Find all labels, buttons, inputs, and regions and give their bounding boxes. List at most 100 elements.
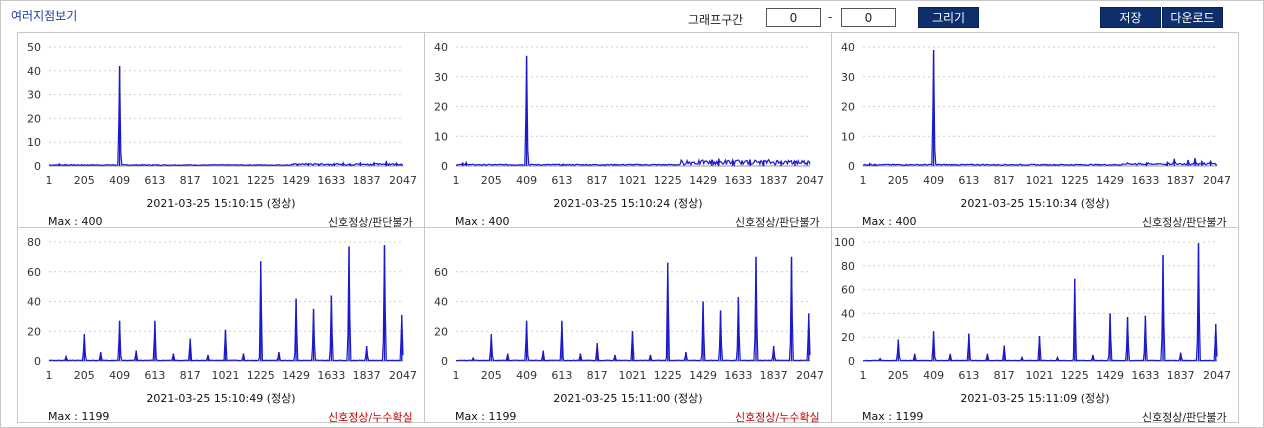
x-tick-label: 1429 [1096, 174, 1124, 187]
y-tick-label: 0 [848, 160, 855, 173]
x-tick-label: 1225 [654, 369, 682, 382]
x-tick-label: 817 [180, 369, 201, 382]
y-tick-label: 20 [434, 325, 448, 338]
spectrum-panel-2: 0 10 20 30 40 1 205 409 613 817 1021 1225 1429 1633 18… [424, 32, 832, 229]
y-tick-label: 0 [441, 160, 448, 173]
y-tick-label: 0 [848, 355, 855, 368]
spectrum-chart: 0 20 40 60 1 205 409 613 817 1021 1225 1429 1633 1837… [434, 256, 824, 382]
y-tick-label: 40 [434, 41, 448, 54]
max-label: Max : 400 [862, 215, 917, 228]
y-tick-label: 20 [434, 101, 448, 114]
x-tick-label: 1429 [689, 369, 717, 382]
x-tick-label: 2047 [1203, 174, 1231, 187]
x-tick-label: 613 [144, 369, 165, 382]
x-tick-label: 2047 [796, 369, 824, 382]
x-tick-label: 409 [109, 369, 130, 382]
x-tick-label: 1021 [1025, 174, 1053, 187]
spectrum-chart: 0 10 20 30 40 50 1 205 409 613 817 1021 1225 1429 1633… [27, 41, 417, 187]
x-tick-label: 2047 [389, 369, 417, 382]
max-label: Max : 1199 [862, 410, 924, 423]
y-tick-label: 10 [27, 136, 41, 149]
x-tick-label: 1837 [353, 369, 381, 382]
range-separator: - [828, 10, 833, 24]
y-tick-label: 0 [34, 355, 41, 368]
x-tick-label: 1837 [353, 174, 381, 187]
y-tick-label: 10 [434, 130, 448, 143]
x-tick-label: 2047 [796, 174, 824, 187]
spectrum-chart: 0 20 40 60 80 100 1 205 409 613 817 1021 1225 1429 163… [834, 236, 1231, 382]
x-tick-label: 613 [144, 174, 165, 187]
save-button[interactable]: 저장 [1100, 7, 1161, 28]
x-tick-label: 817 [587, 174, 608, 187]
spectrum-panel-1: 0 10 20 30 40 50 1 205 409 613 817 1021 1225 1429 1633… [17, 32, 425, 229]
x-tick-label: 1837 [1167, 369, 1195, 382]
timestamp-label: 2021-03-25 15:10:34 (정상) [960, 197, 1110, 210]
y-tick-label: 40 [841, 41, 855, 54]
x-tick-label: 2047 [389, 174, 417, 187]
x-tick-label: 409 [516, 174, 537, 187]
timestamp-label: 2021-03-25 15:10:24 (정상) [553, 197, 703, 210]
x-tick-label: 1225 [1061, 369, 1089, 382]
x-tick-label: 1837 [760, 174, 788, 187]
x-tick-label: 2047 [1203, 369, 1231, 382]
graph-range-label: 그래프구간 [688, 13, 744, 27]
x-tick-label: 1 [860, 174, 867, 187]
max-label: Max : 400 [48, 215, 103, 228]
x-tick-label: 1633 [317, 174, 345, 187]
y-tick-label: 0 [34, 160, 41, 173]
x-tick-label: 1 [860, 369, 867, 382]
timestamp-label: 2021-03-25 15:11:09 (정상) [960, 392, 1110, 405]
max-label: Max : 400 [455, 215, 510, 228]
spectrum-chart: 0 10 20 30 40 1 205 409 613 817 1021 1225 1429 1633 18… [434, 41, 824, 187]
x-tick-label: 1225 [654, 174, 682, 187]
x-tick-label: 1633 [724, 369, 752, 382]
x-tick-label: 1429 [689, 174, 717, 187]
x-tick-label: 1633 [317, 369, 345, 382]
spectrum-line [455, 55, 811, 168]
max-label: Max : 1199 [455, 410, 517, 423]
y-tick-label: 10 [841, 130, 855, 143]
x-tick-label: 1633 [724, 174, 752, 187]
status-label: 신호정상/누수확실 [328, 411, 413, 424]
x-tick-label: 1429 [282, 174, 310, 187]
y-tick-label: 20 [841, 101, 855, 114]
status-label: 신호정상/판단불가 [1142, 411, 1227, 424]
x-tick-label: 1429 [1096, 369, 1124, 382]
download-button[interactable]: 다운로드 [1162, 7, 1223, 28]
range-start-input[interactable] [766, 8, 821, 27]
y-tick-label: 60 [434, 266, 448, 279]
x-tick-label: 205 [74, 369, 95, 382]
spectrum-line [862, 49, 1218, 167]
timestamp-label: 2021-03-25 15:10:15 (정상) [146, 197, 296, 210]
x-tick-label: 613 [551, 369, 572, 382]
x-tick-label: 1225 [247, 369, 275, 382]
x-tick-label: 1021 [618, 174, 646, 187]
y-tick-label: 60 [27, 266, 41, 279]
y-tick-label: 40 [27, 296, 41, 309]
y-tick-label: 60 [841, 284, 855, 297]
y-tick-label: 40 [434, 296, 448, 309]
spectrum-line [48, 65, 403, 167]
page-title: 여러지점보기 [11, 9, 78, 23]
range-end-input[interactable] [841, 8, 896, 27]
x-tick-label: 1 [453, 369, 460, 382]
y-tick-label: 30 [434, 71, 448, 84]
x-tick-label: 205 [74, 174, 95, 187]
x-tick-label: 613 [958, 369, 979, 382]
x-tick-label: 1021 [1025, 369, 1053, 382]
x-tick-label: 1225 [247, 174, 275, 187]
x-tick-label: 205 [888, 174, 909, 187]
y-tick-label: 0 [441, 355, 448, 368]
status-label: 신호정상/판단불가 [328, 216, 413, 229]
x-tick-label: 1021 [211, 174, 239, 187]
x-tick-label: 817 [994, 369, 1015, 382]
x-tick-label: 409 [923, 174, 944, 187]
x-tick-label: 817 [180, 174, 201, 187]
x-tick-label: 409 [923, 369, 944, 382]
x-tick-label: 1 [46, 369, 53, 382]
x-tick-label: 409 [516, 369, 537, 382]
draw-button[interactable]: 그리기 [918, 7, 979, 28]
y-tick-label: 20 [841, 331, 855, 344]
spectrum-panel-3: 0 10 20 30 40 1 205 409 613 817 1021 1225 1429 1633 18… [831, 32, 1239, 229]
x-tick-label: 1837 [760, 369, 788, 382]
